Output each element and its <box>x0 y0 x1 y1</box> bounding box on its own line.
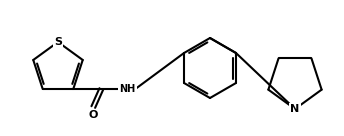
Text: O: O <box>89 110 98 120</box>
Text: S: S <box>54 37 62 47</box>
Text: NH: NH <box>119 84 136 94</box>
Text: N: N <box>290 104 300 114</box>
